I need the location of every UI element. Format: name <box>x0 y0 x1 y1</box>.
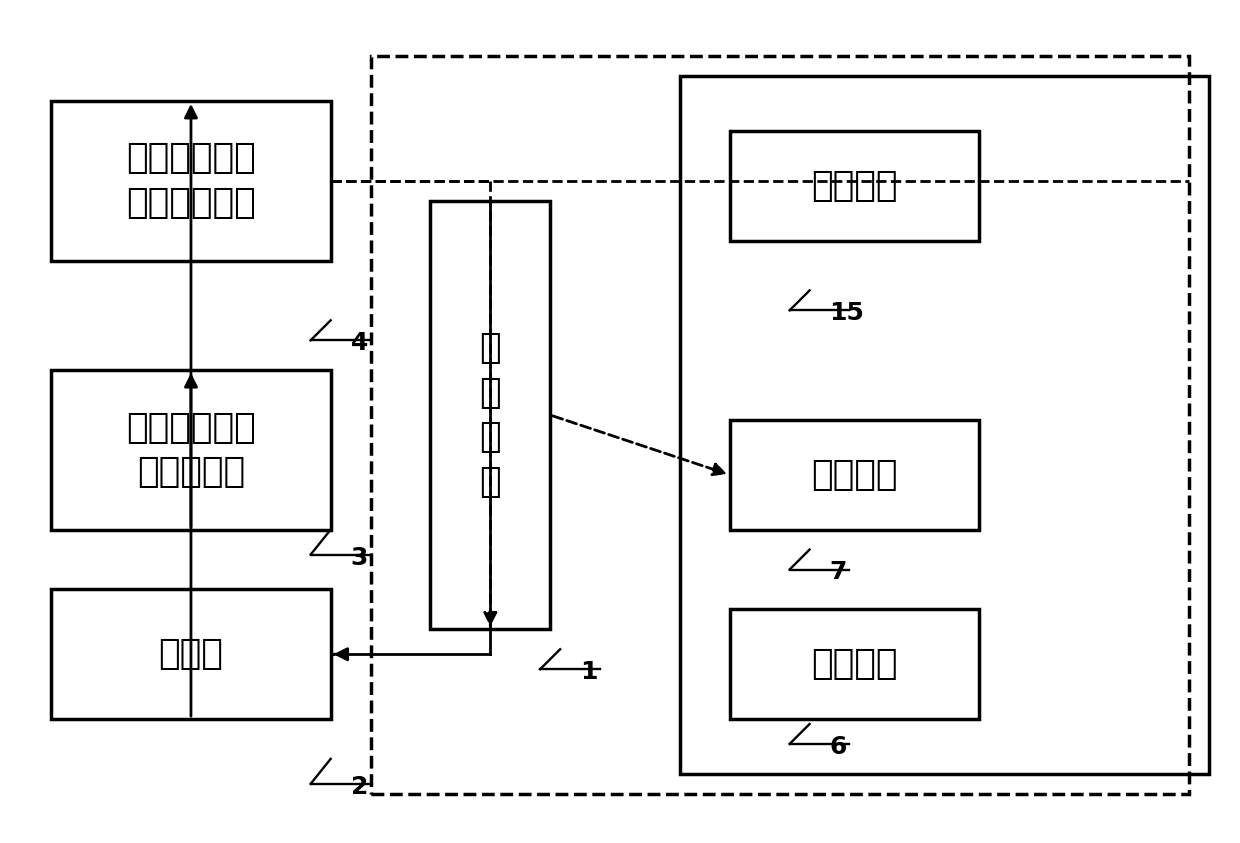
Bar <box>51 370 331 529</box>
Text: 6: 6 <box>830 735 847 759</box>
Text: 15: 15 <box>830 301 864 325</box>
Bar <box>730 131 980 240</box>
Text: 2: 2 <box>351 775 368 799</box>
Bar <box>680 76 1209 774</box>
Text: 升降机构: 升降机构 <box>811 647 898 681</box>
Text: 栈
桥
基
座: 栈 桥 基 座 <box>480 330 501 499</box>
Bar <box>730 609 980 719</box>
Text: 4: 4 <box>351 331 368 355</box>
Text: 3: 3 <box>351 545 368 570</box>
Text: 液压控制补偿
系统执行机构: 液压控制补偿 系统执行机构 <box>126 142 255 220</box>
Text: 1: 1 <box>580 660 598 685</box>
Bar <box>730 420 980 529</box>
Text: 7: 7 <box>830 561 847 584</box>
Text: 液压控制补偿
系统控制器: 液压控制补偿 系统控制器 <box>126 411 255 489</box>
Bar <box>51 101 331 260</box>
Bar <box>430 201 551 630</box>
Bar <box>371 56 1189 794</box>
Text: 栈桥桥体: 栈桥桥体 <box>811 169 898 203</box>
Bar <box>51 589 331 719</box>
Text: 传感器: 传感器 <box>159 637 223 671</box>
Text: 旋转平台: 旋转平台 <box>811 458 898 491</box>
